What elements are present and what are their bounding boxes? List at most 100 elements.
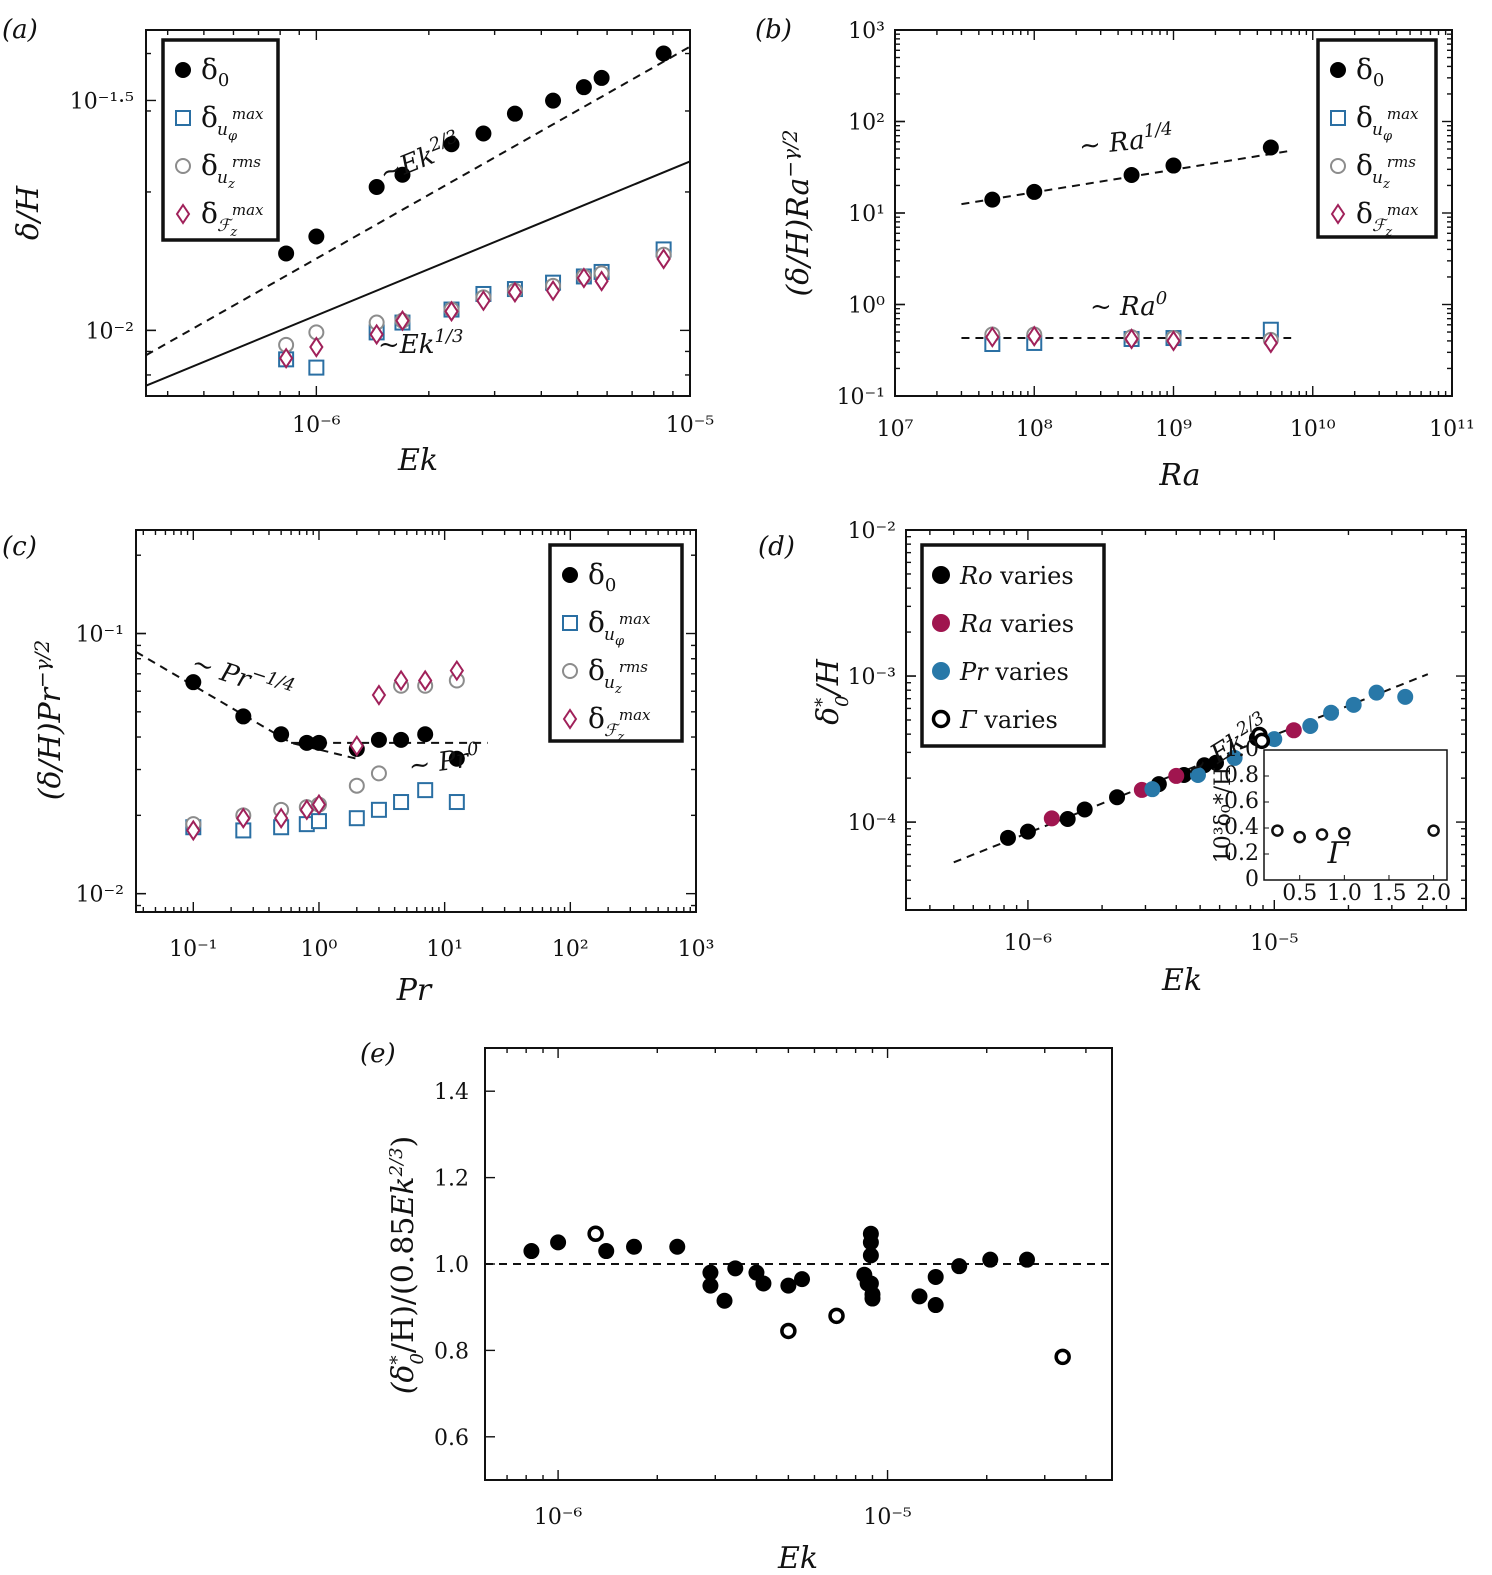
- data-point: [911, 1288, 928, 1305]
- data-point: [702, 1264, 719, 1281]
- panel-label: (e): [360, 1039, 396, 1069]
- fit-line: [145, 160, 691, 387]
- data-point: [1019, 823, 1036, 840]
- x-tick-label: 10¹: [426, 937, 463, 962]
- data-point: [716, 1292, 733, 1309]
- data-point: [1059, 810, 1076, 827]
- data-point: [368, 179, 385, 196]
- data-point: [593, 69, 610, 86]
- y-tick-label: 10²: [848, 111, 885, 136]
- legend-label: δ rms uz: [1356, 149, 1416, 192]
- y-tick-label: 10⁻²: [76, 883, 124, 908]
- panel-label: (b): [755, 15, 792, 45]
- inset-x-tick-label: 2.0: [1416, 881, 1451, 906]
- series--0: [278, 45, 672, 262]
- data-point: [576, 267, 592, 289]
- panel-e: (e) 10⁻⁶ 10⁻⁵ 0.6 0.8 1.0 1.2 1.4 Ek (δ*0/H)/(0.8…: [360, 1039, 1113, 1575]
- panel-c: (c) 10⁻¹ 10⁰ 10¹ 10² 10³ 10⁻² 10⁻¹ δ0 δ max uφ δ rms u…: [2, 529, 714, 1008]
- data-point: [1189, 767, 1206, 784]
- fit-annotation: ~ Ra1/4: [1077, 118, 1175, 162]
- y-axis-label: (δ/H)Ra−γ/2: [778, 129, 816, 296]
- inset-y-tick-label: 1.0: [1224, 737, 1259, 762]
- data-point: [545, 279, 561, 302]
- series-Ra-varies: [1043, 722, 1302, 827]
- y-axis-label: δ/H: [11, 185, 46, 240]
- legend-label: δ max uφ: [588, 606, 651, 649]
- legend-label: Γ varies: [959, 706, 1058, 734]
- x-tick-label: 10¹⁰: [1290, 417, 1336, 442]
- data-point: [417, 726, 434, 743]
- data-point: [278, 245, 295, 262]
- inset-y-tick-label: 0.4: [1224, 815, 1259, 840]
- data-point: [175, 62, 191, 78]
- data-point: [545, 92, 562, 109]
- y-tick-label: 10⁻⁴: [848, 811, 897, 836]
- x-tick-label: 10¹¹: [1429, 417, 1475, 442]
- series--0: [984, 139, 1279, 208]
- data-point: [1144, 781, 1161, 798]
- y-tick-label: 10⁻¹: [76, 623, 124, 648]
- legend-label: δ max ℱz: [1356, 197, 1419, 240]
- legend-label: δ max uφ: [1356, 101, 1419, 144]
- data-point: [393, 794, 410, 811]
- series--Fz-max: [278, 248, 671, 370]
- series--Fz-max: [186, 659, 465, 842]
- data-point: [348, 810, 365, 827]
- data-point: [273, 807, 289, 829]
- data-point: [562, 663, 578, 679]
- data-point: [862, 1234, 879, 1251]
- data-point: [393, 731, 410, 748]
- data-point: [371, 684, 387, 706]
- legend-item: δ max uφ: [562, 606, 651, 649]
- data-point: [417, 669, 433, 692]
- data-point: [1124, 328, 1139, 350]
- x-tick-label: 10⁻⁶: [292, 413, 341, 438]
- legend-label: δ max ℱz: [201, 197, 264, 240]
- data-point: [444, 300, 459, 323]
- data-point: [1253, 732, 1271, 750]
- inset-x-tick-label: 1.0: [1327, 881, 1362, 906]
- y-tick-label: 1.2: [434, 1167, 469, 1192]
- x-tick-label: 10⁷: [877, 417, 914, 442]
- y-tick-label: 0.8: [434, 1339, 469, 1364]
- legend-item: δ max ℱz: [1330, 197, 1419, 240]
- data-point: [755, 1275, 772, 1292]
- data-point: [523, 1243, 540, 1260]
- legend-item: Ro varies: [932, 562, 1074, 590]
- series-Pr-varies: [1144, 684, 1414, 798]
- fit-line: [145, 45, 691, 357]
- data-point: [1262, 139, 1279, 156]
- x-tick-label: 10⁻⁶: [534, 1505, 583, 1530]
- data-point: [1109, 789, 1126, 806]
- panel-b: (b) 10⁷ 10⁸ 10⁹ 10¹⁰ 10¹¹ 10⁻¹ 10⁰ 10¹ 10² 10³ δ0 δ m…: [755, 15, 1475, 493]
- inset-y-tick-label: 0.2: [1224, 841, 1259, 866]
- y-tick-label: 10⁻¹: [837, 385, 885, 410]
- legend-item: Γ varies: [931, 706, 1058, 734]
- x-axis-label: Ek: [777, 1541, 818, 1575]
- data-point: [1076, 801, 1093, 818]
- series--u-max: [278, 241, 672, 376]
- data-point: [309, 336, 324, 358]
- inset-y-tick-label: 0: [1245, 867, 1259, 892]
- fit-annotation: ~ Pr0: [406, 738, 481, 782]
- legend-label: δ rms uz: [201, 149, 261, 192]
- y-tick-label: 1.0: [434, 1253, 469, 1278]
- series-filled: [523, 1225, 1035, 1314]
- data-point: [562, 615, 578, 631]
- data-point: [1165, 157, 1182, 174]
- x-tick-label: 10⁻¹: [169, 937, 217, 962]
- data-point: [370, 731, 387, 748]
- data-point: [395, 309, 410, 332]
- data-point: [727, 1260, 744, 1277]
- data-point: [448, 750, 465, 767]
- legend-item: Ra varies: [932, 610, 1074, 638]
- x-axis-label: Ra: [1158, 458, 1200, 493]
- y-tick-label: 0.6: [434, 1426, 469, 1451]
- data-point: [448, 794, 465, 811]
- x-tick-label: 10²: [552, 937, 589, 962]
- data-point: [598, 1243, 615, 1260]
- panel-label: (d): [758, 532, 795, 562]
- data-point: [507, 281, 523, 304]
- y-axis-label: δ*0/H: [811, 658, 853, 725]
- data-point: [236, 807, 251, 829]
